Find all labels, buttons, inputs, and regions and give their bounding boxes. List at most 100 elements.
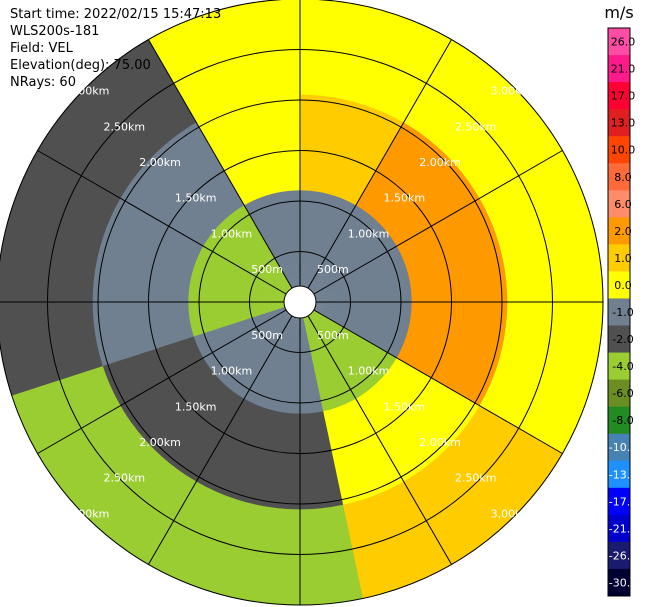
azimuth-spoke bbox=[37, 150, 301, 303]
velocity-gate bbox=[327, 430, 350, 459]
velocity-gate bbox=[310, 271, 331, 292]
velocity-gate bbox=[387, 290, 413, 303]
velocity-gate bbox=[300, 142, 318, 168]
velocity-gate bbox=[390, 183, 420, 212]
range-ring-label: 2.50km bbox=[103, 120, 145, 133]
velocity-gate bbox=[196, 58, 230, 91]
velocity-gate bbox=[364, 133, 393, 165]
velocity-gate bbox=[175, 346, 204, 371]
velocity-gate bbox=[22, 414, 59, 454]
velocity-gate bbox=[274, 508, 300, 534]
velocity-gate bbox=[577, 302, 604, 336]
velocity-gate bbox=[502, 253, 531, 282]
velocity-gate bbox=[341, 149, 366, 179]
velocity-gate bbox=[306, 265, 321, 289]
velocity-gate bbox=[393, 420, 424, 452]
velocity-gate bbox=[453, 423, 488, 458]
velocity-gate bbox=[257, 168, 278, 196]
velocity-gate bbox=[326, 328, 348, 351]
colorbar-swatch bbox=[608, 136, 630, 164]
velocity-gate bbox=[256, 331, 277, 355]
velocity-gate bbox=[342, 344, 366, 368]
velocity-gate bbox=[467, 217, 498, 247]
velocity-gate bbox=[259, 293, 285, 301]
velocity-gate bbox=[135, 59, 174, 96]
velocity-gate bbox=[261, 285, 286, 298]
velocity-gate bbox=[109, 375, 142, 406]
velocity-gate bbox=[280, 118, 301, 144]
velocity-gate bbox=[304, 263, 317, 288]
velocity-gate bbox=[401, 336, 430, 359]
velocity-gate bbox=[474, 237, 504, 265]
velocity-gate bbox=[170, 245, 199, 268]
velocity-gate bbox=[458, 302, 484, 323]
velocity-gate bbox=[418, 178, 450, 209]
velocity-gate bbox=[261, 334, 281, 358]
velocity-gate bbox=[147, 236, 177, 261]
velocity-gate bbox=[426, 508, 465, 545]
velocity-gate bbox=[223, 333, 249, 354]
velocity-gate bbox=[409, 273, 436, 291]
velocity-gate bbox=[445, 227, 476, 254]
velocity-gate bbox=[303, 317, 313, 342]
velocity-gate bbox=[363, 302, 389, 312]
colorbar-tick: 2.0 bbox=[614, 225, 632, 238]
colorbar-tick: 26.0 bbox=[611, 36, 636, 49]
velocity-gate bbox=[180, 392, 210, 421]
velocity-gate bbox=[400, 381, 430, 410]
velocity-gate bbox=[347, 242, 372, 265]
velocity-gate bbox=[428, 252, 457, 275]
velocity-gate bbox=[261, 118, 285, 146]
velocity-gate bbox=[175, 233, 204, 257]
velocity-gate bbox=[377, 535, 414, 569]
colorbar-tick: -4.0 bbox=[612, 360, 633, 373]
velocity-gate bbox=[316, 336, 333, 361]
velocity-gate bbox=[329, 0, 365, 30]
colorbar-swatch bbox=[608, 460, 630, 489]
velocity-gate bbox=[263, 281, 287, 296]
velocity-gate bbox=[272, 269, 291, 291]
velocity-gate bbox=[187, 301, 213, 314]
range-ring-label: 3.00km bbox=[491, 85, 533, 98]
velocity-gate bbox=[385, 278, 412, 294]
azimuth-spoke bbox=[299, 39, 452, 303]
velocity-gate bbox=[427, 59, 466, 97]
velocity-gate bbox=[216, 360, 242, 386]
velocity-gate bbox=[208, 191, 235, 220]
velocity-gate bbox=[187, 289, 213, 302]
velocity-gate bbox=[464, 56, 505, 96]
velocity-gate bbox=[191, 430, 221, 462]
range-ring-label: 2.50km bbox=[455, 472, 497, 485]
velocity-gate bbox=[250, 145, 273, 174]
velocity-gate bbox=[224, 366, 249, 393]
velocity-gate bbox=[144, 455, 179, 490]
velocity-gate bbox=[300, 118, 321, 144]
velocity-gate bbox=[332, 264, 356, 283]
velocity-gate bbox=[202, 235, 230, 259]
velocity-gate bbox=[140, 315, 168, 336]
velocity-gate bbox=[315, 297, 341, 303]
azimuth-spokes bbox=[0, 0, 603, 605]
velocity-gate bbox=[0, 300, 23, 334]
velocity-gate bbox=[56, 196, 90, 231]
velocity-gate bbox=[349, 127, 376, 157]
velocity-gate bbox=[146, 542, 187, 580]
colorbar-tick: 21.0 bbox=[611, 63, 636, 76]
velocity-gate bbox=[250, 504, 279, 533]
velocity-gate bbox=[448, 491, 488, 530]
velocity-gate bbox=[417, 357, 447, 383]
velocity-gate bbox=[323, 331, 344, 355]
velocity-gate bbox=[102, 357, 133, 387]
velocity-gate bbox=[244, 321, 268, 340]
velocity-gate bbox=[406, 325, 434, 345]
velocity-gate bbox=[68, 276, 94, 302]
velocity-gate bbox=[479, 186, 513, 219]
velocity-gate bbox=[373, 460, 404, 493]
velocity-gate bbox=[479, 321, 507, 347]
center-blank bbox=[283, 285, 317, 319]
velocity-gate bbox=[406, 259, 434, 280]
velocity-gate bbox=[300, 165, 315, 192]
velocity-gate bbox=[247, 353, 269, 379]
velocity-gate bbox=[281, 364, 294, 390]
velocity-gate bbox=[339, 288, 365, 299]
